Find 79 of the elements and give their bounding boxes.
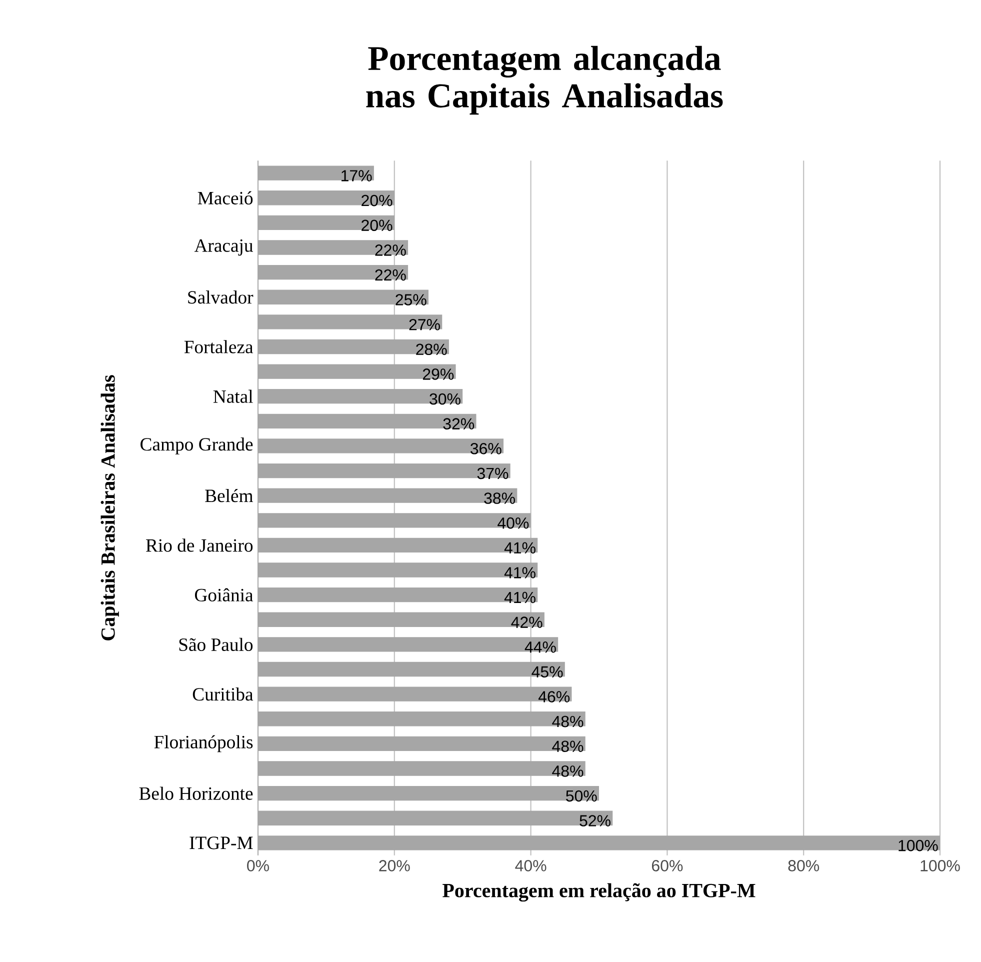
bar — [258, 166, 374, 180]
data-label: 38% — [484, 492, 515, 504]
y-tick-label: Maceió — [198, 191, 253, 204]
x-tick-label: 80% — [788, 860, 820, 872]
data-label: 41% — [504, 542, 536, 554]
data-label: 20% — [362, 194, 392, 206]
x-tick-label: 60% — [652, 860, 683, 872]
bar — [258, 488, 518, 503]
bar — [258, 736, 586, 752]
data-label: 50% — [566, 790, 597, 802]
bar — [258, 463, 510, 478]
bar — [258, 240, 408, 255]
bar — [258, 264, 408, 280]
bar — [258, 662, 565, 677]
data-label: 17% — [342, 170, 372, 182]
data-label: 27% — [409, 318, 440, 330]
y-tick-label: São Paulo — [179, 638, 253, 652]
bar — [258, 190, 394, 206]
y-axis-title: Capitais Brasileiras Analisadas — [100, 375, 119, 640]
data-label: 32% — [443, 418, 474, 430]
x-axis-title: Porcentagem em relação ao ITGP-M — [442, 883, 756, 902]
x-tick-label: 0% — [247, 860, 269, 872]
y-tick-label: Fortaleza — [184, 340, 254, 354]
data-label: 22% — [375, 269, 406, 281]
x-tick-label: 20% — [379, 860, 410, 872]
x-tick-label: 40% — [515, 860, 546, 872]
bar — [258, 290, 429, 304]
bar — [258, 314, 442, 330]
bar — [258, 686, 572, 702]
y-tick-label: Florianópolis — [154, 735, 253, 752]
data-label: 41% — [504, 567, 536, 578]
y-tick-label: Belém — [205, 489, 254, 502]
data-label: 48% — [552, 766, 584, 777]
y-tick-label: Goiânia — [194, 588, 254, 602]
y-tick-label: Rio de Janeiro — [146, 538, 253, 552]
data-label: 52% — [580, 815, 610, 826]
data-label: 37% — [477, 468, 508, 480]
data-label: 100% — [898, 840, 938, 852]
data-label: 28% — [416, 344, 447, 356]
bar — [258, 215, 394, 230]
chart-title: Porcentagem alcançada nas Capitais Analisadas — [366, 46, 723, 115]
y-tick-label: Salvador — [188, 290, 254, 304]
bar — [258, 786, 600, 801]
bar — [258, 612, 544, 627]
data-label: 36% — [470, 442, 502, 454]
data-label: 48% — [552, 740, 584, 752]
y-tick-label: Natal — [213, 390, 253, 403]
data-label: 44% — [524, 642, 556, 653]
bar — [258, 389, 463, 404]
data-label: 40% — [498, 517, 529, 529]
y-tick-label: Curitiba — [192, 687, 254, 701]
data-label: 29% — [422, 368, 454, 380]
data-label: 46% — [538, 691, 570, 702]
bar — [258, 637, 558, 652]
data-label: 30% — [430, 393, 460, 405]
bar — [258, 438, 504, 454]
bar — [258, 761, 586, 776]
y-tick-label: Belo Horizonte — [139, 786, 253, 800]
bar — [258, 810, 613, 826]
data-label: 20% — [362, 220, 392, 232]
bar — [258, 339, 449, 354]
data-label: 22% — [375, 244, 406, 256]
y-tick-label: ITGP-M — [190, 836, 253, 850]
y-tick-label: Aracaju — [194, 239, 253, 256]
bar — [258, 836, 940, 850]
data-label: 42% — [511, 616, 542, 628]
bar — [258, 364, 456, 379]
bar — [258, 587, 538, 602]
y-tick-label: Campo Grande — [140, 437, 253, 454]
data-label: 41% — [504, 592, 536, 604]
data-label: 45% — [532, 666, 563, 678]
bar — [258, 712, 586, 726]
bar — [258, 414, 476, 428]
data-label: 48% — [552, 716, 584, 728]
bar — [258, 513, 531, 528]
data-label: 25% — [396, 294, 426, 306]
bar — [258, 538, 538, 553]
x-tick-label: 100% — [920, 860, 960, 872]
bar — [258, 562, 538, 578]
